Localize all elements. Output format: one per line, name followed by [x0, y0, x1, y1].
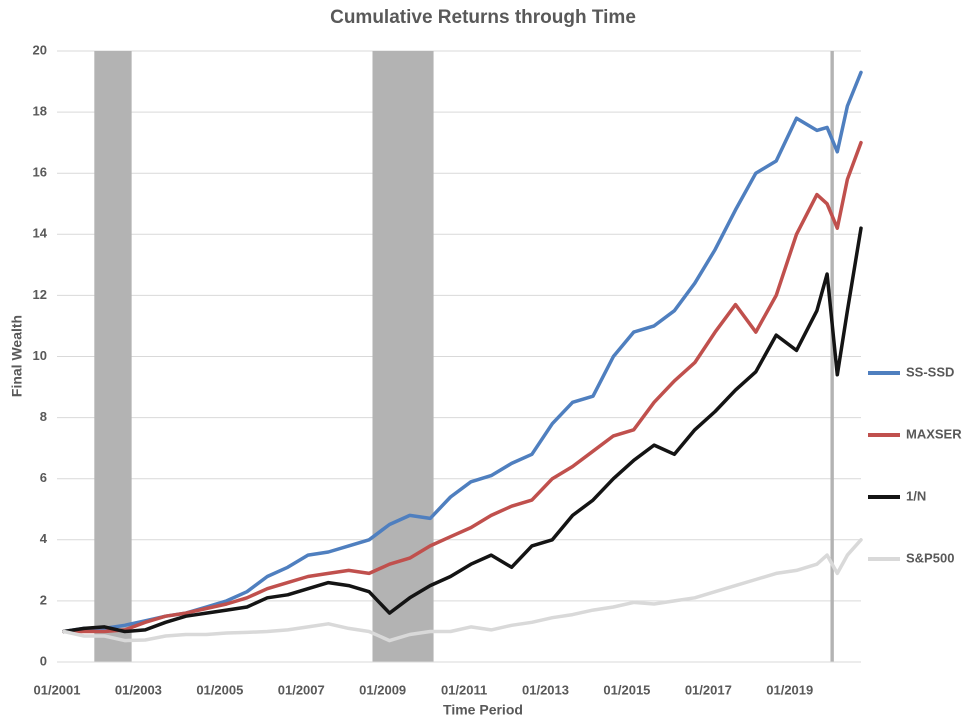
series-line: [62, 226, 863, 634]
chart-title: Cumulative Returns through Time: [330, 7, 636, 28]
shaded-period: [94, 51, 132, 662]
y-tick-label: 10: [33, 348, 47, 363]
series-line: [62, 70, 863, 634]
legend-label: S&P500: [906, 550, 954, 565]
y-tick-label: 20: [33, 42, 47, 57]
legend-label: MAXSER: [906, 426, 962, 441]
y-axis-title: Final Wealth: [9, 315, 25, 397]
y-tick-label: 8: [40, 409, 47, 424]
x-tick-label: 01/2013: [522, 682, 569, 697]
x-tick-label: 01/2005: [196, 682, 243, 697]
shaded-period: [830, 51, 834, 662]
y-tick-label: 14: [33, 226, 48, 241]
legend-label: SS-SSD: [906, 364, 954, 379]
shaded-period: [372, 51, 434, 662]
x-tick-label: 01/2019: [766, 682, 813, 697]
y-tick-label: 4: [40, 531, 48, 546]
series-line: [62, 140, 863, 634]
series-line: [62, 538, 863, 643]
y-tick-label: 2: [40, 592, 47, 607]
x-tick-label: 01/2009: [359, 682, 406, 697]
x-tick-label: 01/2011: [441, 682, 487, 697]
y-tick-label: 12: [33, 287, 47, 302]
y-tick-label: 18: [33, 104, 47, 119]
legend-label: 1/N: [906, 488, 926, 503]
y-tick-label: 16: [33, 165, 47, 180]
x-tick-label: 01/2007: [278, 682, 325, 697]
x-tick-label: 01/2017: [685, 682, 732, 697]
x-axis-title: Time Period: [443, 702, 523, 718]
y-tick-label: 6: [40, 470, 47, 485]
x-tick-label: 01/2015: [603, 682, 650, 697]
x-tick-label: 01/2003: [115, 682, 162, 697]
y-tick-label: 0: [40, 653, 47, 668]
x-tick-label: 01/2001: [34, 682, 81, 697]
